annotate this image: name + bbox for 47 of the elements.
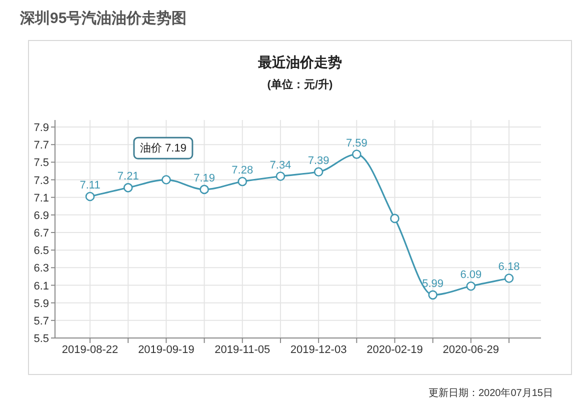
text: 更新日期：2020年07月15日	[428, 387, 553, 399]
text: (单位：元/升)	[267, 78, 334, 91]
point	[428, 290, 438, 300]
x-tick-label: 2019-12-03	[290, 344, 347, 356]
point	[314, 167, 324, 177]
point	[390, 214, 400, 224]
point	[85, 192, 95, 202]
y-tick-label: 6.3	[34, 262, 49, 275]
point	[504, 274, 514, 283]
data-label: 5.99	[422, 278, 444, 290]
y-tick-label: 7.5	[34, 157, 49, 170]
y-tick-label: 5.9	[34, 298, 49, 310]
point	[352, 150, 362, 159]
x-tick-label: 2019-11-05	[214, 344, 270, 356]
data-label: 7.28	[232, 164, 254, 177]
point	[276, 172, 286, 181]
y-tick-label: 5.5	[34, 333, 49, 345]
y-tick-label: 6.1	[34, 280, 49, 292]
y-tick-label: 5.7	[34, 315, 49, 328]
data-label: 7.19	[194, 172, 216, 184]
y-tick-label: 6.7	[34, 228, 49, 240]
chart-subtitle: 最近油价走势	[257, 54, 342, 70]
data-label: 7.11	[80, 179, 100, 192]
x-tick-label: 2019-09-19	[138, 344, 194, 356]
chart-title: 深圳95号汽油油价走势图	[19, 10, 187, 27]
data-label: 7.34	[270, 159, 292, 172]
data-label: 6.09	[460, 269, 482, 282]
point	[200, 184, 209, 194]
annotation: 油价 7.19	[140, 142, 186, 155]
x-tick-label: 2020-06-29	[442, 344, 500, 356]
y-tick-label: 6.9	[34, 210, 49, 222]
y-tick-label: 7.9	[34, 122, 49, 134]
y-tick-label: 7.1	[34, 192, 49, 204]
data-label: 7.59	[346, 137, 368, 150]
x-tick-label: 2019-08-22	[62, 344, 118, 356]
y-tick-label: 6.5	[34, 245, 49, 258]
y-tick-label: 7.3	[34, 174, 49, 187]
point	[162, 175, 171, 184]
x-tick-label: 2020-02-19	[366, 344, 423, 356]
point	[466, 281, 476, 291]
data-label: 7.39	[308, 154, 330, 167]
data-label: 7.21	[117, 170, 139, 183]
y-tick-label: 7.7	[34, 140, 49, 152]
point	[238, 176, 248, 186]
tooltip: 油价 7.19	[133, 136, 194, 160]
point	[123, 183, 133, 192]
data-label: 6.18	[498, 261, 520, 274]
